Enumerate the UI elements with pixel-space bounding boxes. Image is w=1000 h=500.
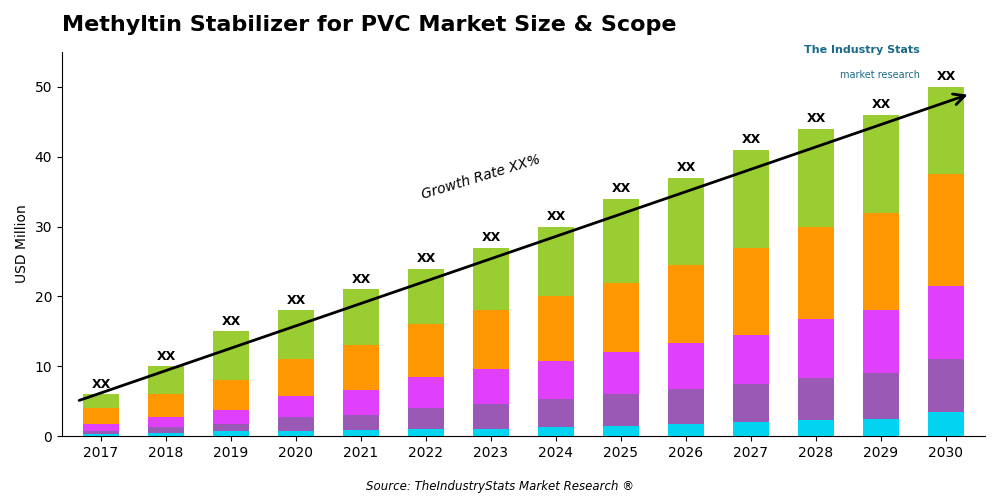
Bar bbox=[343, 390, 379, 414]
Bar bbox=[343, 414, 379, 430]
Bar bbox=[213, 424, 249, 432]
Text: Growth Rate XX%: Growth Rate XX% bbox=[420, 152, 542, 202]
Bar bbox=[213, 332, 249, 380]
Bar bbox=[668, 388, 704, 424]
Bar bbox=[603, 426, 639, 436]
Text: XX: XX bbox=[481, 231, 501, 244]
Bar bbox=[408, 430, 444, 436]
Text: XX: XX bbox=[156, 350, 176, 363]
Bar bbox=[473, 428, 509, 436]
Bar bbox=[343, 290, 379, 346]
Bar bbox=[278, 310, 314, 360]
Bar bbox=[408, 377, 444, 408]
Text: XX: XX bbox=[741, 133, 761, 146]
Bar bbox=[733, 422, 769, 436]
Text: XX: XX bbox=[221, 315, 241, 328]
Bar bbox=[83, 434, 119, 436]
Bar bbox=[798, 226, 834, 319]
Bar bbox=[278, 416, 314, 430]
Bar bbox=[928, 87, 964, 174]
Text: XX: XX bbox=[936, 70, 956, 84]
Text: Source: TheIndustryStats Market Research ®: Source: TheIndustryStats Market Research… bbox=[366, 480, 634, 493]
Bar bbox=[928, 174, 964, 286]
Bar bbox=[83, 394, 119, 408]
Bar bbox=[148, 366, 184, 394]
Text: The Industry Stats: The Industry Stats bbox=[804, 45, 920, 55]
Text: market research: market research bbox=[840, 70, 920, 80]
Text: XX: XX bbox=[416, 252, 436, 265]
Bar bbox=[538, 226, 574, 296]
Bar bbox=[83, 408, 119, 424]
Text: Methyltin Stabilizer for PVC Market Size & Scope: Methyltin Stabilizer for PVC Market Size… bbox=[62, 15, 676, 35]
Bar bbox=[928, 360, 964, 412]
Bar bbox=[408, 268, 444, 324]
Bar bbox=[343, 346, 379, 390]
Text: XX: XX bbox=[91, 378, 111, 391]
Bar bbox=[278, 360, 314, 396]
Bar bbox=[733, 150, 769, 248]
Y-axis label: USD Million: USD Million bbox=[15, 204, 29, 284]
Bar bbox=[148, 427, 184, 433]
Bar bbox=[473, 404, 509, 428]
Bar bbox=[148, 433, 184, 436]
Bar bbox=[538, 399, 574, 427]
Bar bbox=[538, 427, 574, 436]
Bar bbox=[603, 394, 639, 426]
Bar bbox=[863, 114, 899, 212]
Text: XX: XX bbox=[611, 182, 631, 195]
Bar bbox=[473, 310, 509, 369]
Text: XX: XX bbox=[546, 210, 566, 223]
Text: XX: XX bbox=[806, 112, 826, 125]
Bar bbox=[343, 430, 379, 436]
Text: XX: XX bbox=[286, 294, 306, 307]
Bar bbox=[668, 424, 704, 436]
Bar bbox=[928, 286, 964, 360]
Bar bbox=[798, 128, 834, 226]
Text: XX: XX bbox=[676, 161, 696, 174]
Bar bbox=[213, 432, 249, 436]
Text: XX: XX bbox=[871, 98, 891, 111]
Bar bbox=[603, 198, 639, 282]
Bar bbox=[603, 352, 639, 395]
Bar bbox=[668, 178, 704, 265]
Bar bbox=[798, 420, 834, 436]
Bar bbox=[733, 335, 769, 384]
Bar bbox=[863, 212, 899, 310]
Text: XX: XX bbox=[351, 273, 371, 286]
Bar bbox=[603, 282, 639, 352]
Bar bbox=[278, 396, 314, 416]
Bar bbox=[148, 416, 184, 427]
Bar bbox=[473, 369, 509, 404]
Bar bbox=[213, 380, 249, 410]
Bar bbox=[733, 384, 769, 422]
Bar bbox=[668, 265, 704, 344]
Bar bbox=[733, 248, 769, 335]
Bar bbox=[928, 412, 964, 436]
Bar bbox=[408, 408, 444, 430]
Bar bbox=[863, 310, 899, 374]
Bar bbox=[148, 394, 184, 416]
Bar bbox=[538, 361, 574, 399]
Bar bbox=[278, 430, 314, 436]
Bar bbox=[83, 424, 119, 430]
Bar bbox=[798, 319, 834, 378]
Bar bbox=[863, 374, 899, 419]
Bar bbox=[538, 296, 574, 361]
Bar bbox=[83, 430, 119, 434]
Bar bbox=[668, 344, 704, 388]
Bar bbox=[213, 410, 249, 424]
Bar bbox=[408, 324, 444, 377]
Bar bbox=[798, 378, 834, 420]
Bar bbox=[473, 248, 509, 310]
Bar bbox=[863, 419, 899, 436]
